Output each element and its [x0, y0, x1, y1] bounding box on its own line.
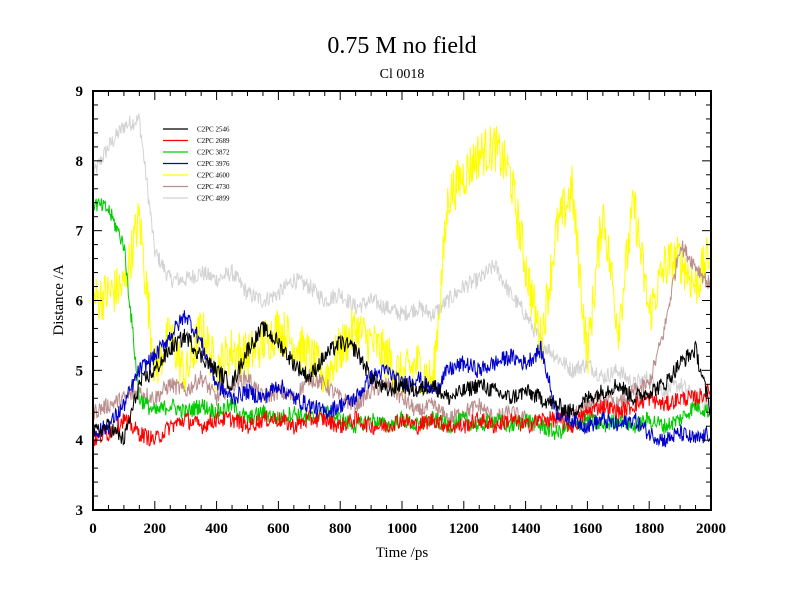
plot-frame — [92, 90, 712, 511]
y-tick-label: 7 — [76, 224, 84, 240]
x-tick-label: 2000 — [696, 521, 726, 537]
x-axis-label: Time /ps — [376, 545, 429, 561]
y-tick-label: 6 — [76, 294, 84, 310]
y-tick-label: 5 — [76, 363, 84, 379]
y-axis: 3 4 5 6 7 8 9 — [76, 84, 711, 519]
y-tick-label: 4 — [76, 433, 84, 449]
y-tick-label: 9 — [76, 84, 84, 100]
legend-label: C2PC 2546 — [197, 126, 230, 134]
x-tick-label: 200 — [144, 521, 167, 537]
x-tick-label: 0 — [89, 521, 97, 537]
legend-label: C2PC 4730 — [197, 183, 230, 191]
y-tick-label: 8 — [76, 154, 84, 170]
x-tick-label: 800 — [329, 521, 352, 537]
series-line-c2pc-2546 — [93, 321, 711, 446]
x-tick-label: 1800 — [634, 521, 664, 537]
series-line-c2pc-2689 — [93, 384, 711, 447]
legend: C2PC 2546 C2PC 2689 C2PC 3872 C2PC 3976 C2PC… — [163, 126, 230, 203]
legend-label: C2PC 4899 — [197, 195, 230, 203]
y-axis-label: Distance /A — [51, 264, 67, 335]
legend-label: C2PC 4600 — [197, 172, 230, 180]
series-line-c2pc-4730 — [93, 240, 711, 435]
legend-label: C2PC 2689 — [197, 137, 230, 145]
series-group — [93, 113, 711, 448]
x-tick-label: 600 — [267, 521, 290, 537]
x-tick-label: 1400 — [511, 521, 541, 537]
series-line-c2pc-3976 — [93, 310, 711, 448]
series-line-c2pc-4600 — [93, 126, 711, 398]
x-tick-label: 1000 — [387, 521, 417, 537]
legend-label: C2PC 3872 — [197, 149, 230, 157]
x-axis: 0 200 400 600 800 1000 1200 1400 1600 1800 2000 — [89, 91, 726, 537]
legend-label: C2PC 3976 — [197, 160, 230, 168]
x-tick-label: 400 — [205, 521, 228, 537]
y-tick-label: 3 — [76, 503, 84, 519]
x-tick-label: 1200 — [449, 521, 479, 537]
x-tick-label: 1600 — [572, 521, 602, 537]
series-line-c2pc-4899 — [93, 113, 711, 412]
chart-subtitle: Cl 0018 — [380, 67, 425, 82]
chart-title: 0.75 M no field — [327, 33, 476, 59]
